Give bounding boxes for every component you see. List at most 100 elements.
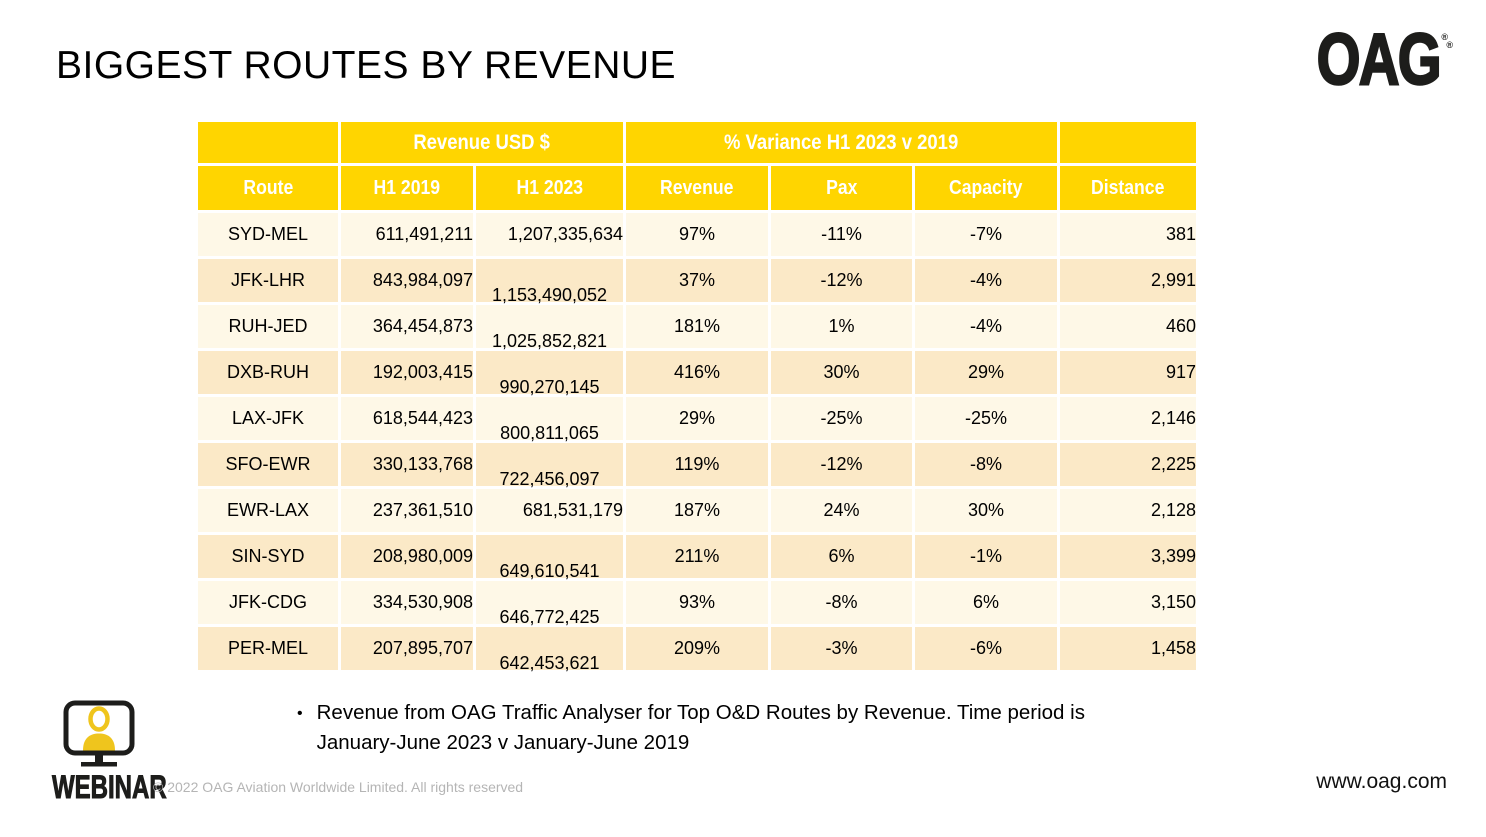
routes-revenue-table: Revenue USD $ % Variance H1 2023 v 2019 … (195, 119, 1199, 673)
route-cell: JFK-CDG (198, 581, 338, 624)
h1-2023-cell: 1,207,335,634 (476, 213, 623, 256)
table-row: SFO-EWR 330,133,768 722,456,097 119% -12… (198, 443, 1196, 489)
column-header-h1-2023: H1 2023 (476, 166, 623, 210)
capacity-variance-cell: -1% (915, 535, 1057, 578)
pax-variance-cell: -3% (771, 627, 912, 670)
registered-mark-icon: ® (1446, 40, 1453, 50)
bullet-icon: • (297, 705, 303, 722)
table-row: SYD-MEL 611,491,211 1,207,335,634 97% -1… (198, 213, 1196, 256)
distance-cell: 1,458 (1060, 627, 1196, 670)
route-cell: SYD-MEL (198, 213, 338, 256)
distance-cell: 2,225 (1060, 443, 1196, 486)
revenue-variance-cell: 119% (626, 443, 768, 486)
h1-2019-cell: 237,361,510 (341, 489, 473, 532)
group-header-row: Revenue USD $ % Variance H1 2023 v 2019 (198, 122, 1196, 163)
column-header-h1-2019-label: H1 2019 (373, 176, 441, 199)
h1-2023-cell: 1,153,490,052 (476, 259, 623, 305)
pax-variance-cell: 24% (771, 489, 912, 532)
revenue-variance-cell: 93% (626, 581, 768, 624)
capacity-variance-cell: -7% (915, 213, 1057, 256)
group-header-variance-label: % Variance H1 2023 v 2019 (724, 130, 959, 154)
h1-2023-value: 722,456,097 (499, 469, 600, 489)
oag-logo-text: OAG (1316, 20, 1443, 100)
h1-2019-cell: 330,133,768 (341, 443, 473, 486)
pax-variance-cell: -8% (771, 581, 912, 624)
h1-2023-cell: 642,453,621 (476, 627, 623, 673)
revenue-variance-cell: 37% (626, 259, 768, 302)
h1-2023-cell: 1,025,852,821 (476, 305, 623, 351)
capacity-variance-cell: 29% (915, 351, 1057, 394)
route-cell: RUH-JED (198, 305, 338, 348)
revenue-variance-cell: 416% (626, 351, 768, 394)
column-header-pax-label: Pax (825, 176, 858, 199)
h1-2023-value: 649,610,541 (499, 561, 600, 581)
revenue-variance-cell: 97% (626, 213, 768, 256)
distance-cell: 3,399 (1060, 535, 1196, 578)
pax-variance-cell: 1% (771, 305, 912, 348)
capacity-variance-cell: -4% (915, 305, 1057, 348)
table-row: DXB-RUH 192,003,415 990,270,145 416% 30%… (198, 351, 1196, 397)
revenue-variance-cell: 187% (626, 489, 768, 532)
column-header-capacity-label: Capacity (949, 176, 1023, 199)
h1-2019-cell: 364,454,873 (341, 305, 473, 348)
h1-2019-cell: 843,984,097 (341, 259, 473, 302)
table-row: LAX-JFK 618,544,423 800,811,065 29% -25%… (198, 397, 1196, 443)
column-header-h1-2023-label: H1 2023 (516, 176, 583, 199)
distance-cell: 381 (1060, 213, 1196, 256)
h1-2019-cell: 208,980,009 (341, 535, 473, 578)
h1-2023-value: 646,772,425 (499, 607, 600, 627)
pax-variance-cell: -12% (771, 443, 912, 486)
capacity-variance-cell: -4% (915, 259, 1057, 302)
table-row: PER-MEL 207,895,707 642,453,621 209% -3%… (198, 627, 1196, 673)
column-header-distance-label: Distance (1091, 176, 1165, 199)
h1-2019-cell: 618,544,423 (341, 397, 473, 440)
pax-variance-cell: -11% (771, 213, 912, 256)
h1-2019-cell: 192,003,415 (341, 351, 473, 394)
pax-variance-cell: -25% (771, 397, 912, 440)
h1-2023-value: 990,270,145 (499, 377, 600, 397)
page-title: BIGGEST ROUTES BY REVENUE (56, 44, 677, 87)
route-cell: PER-MEL (198, 627, 338, 670)
group-header-variance: % Variance H1 2023 v 2019 (626, 122, 1057, 163)
pax-variance-cell: -12% (771, 259, 912, 302)
source-note: • Revenue from OAG Traffic Analyser for … (297, 698, 1157, 757)
h1-2019-cell: 611,491,211 (341, 213, 473, 256)
route-cell: SFO-EWR (198, 443, 338, 486)
h1-2019-cell: 334,530,908 (341, 581, 473, 624)
oag-logo: OAG ® ® (1316, 20, 1453, 100)
distance-cell: 2,128 (1060, 489, 1196, 532)
route-cell: JFK-LHR (198, 259, 338, 302)
table-row: JFK-CDG 334,530,908 646,772,425 93% -8% … (198, 581, 1196, 627)
column-header-capacity: Capacity (915, 166, 1057, 210)
corner-cell (1060, 122, 1196, 163)
route-cell: SIN-SYD (198, 535, 338, 578)
column-header-revenue: Revenue (626, 166, 768, 210)
distance-cell: 460 (1060, 305, 1196, 348)
capacity-variance-cell: -8% (915, 443, 1057, 486)
h1-2023-value: 800,811,065 (500, 423, 599, 443)
route-cell: DXB-RUH (198, 351, 338, 394)
column-header-row: Route H1 2019 H1 2023 Revenue Pax Capaci… (198, 166, 1196, 210)
capacity-variance-cell: 30% (915, 489, 1057, 532)
route-cell: EWR-LAX (198, 489, 338, 532)
h1-2023-value: 642,453,621 (499, 653, 600, 673)
copyright-text: © 2022 OAG Aviation Worldwide Limited. A… (153, 779, 524, 795)
route-cell: LAX-JFK (198, 397, 338, 440)
revenue-variance-cell: 209% (626, 627, 768, 670)
site-url: www.oag.com (1316, 770, 1447, 793)
revenue-variance-cell: 29% (626, 397, 768, 440)
webinar-label: WEBINAR (52, 769, 167, 805)
revenue-variance-cell: 181% (626, 305, 768, 348)
table-row: EWR-LAX 237,361,510 681,531,179 187% 24%… (198, 489, 1196, 532)
h1-2023-cell: 646,772,425 (476, 581, 623, 627)
registered-mark-icon: ® (1441, 32, 1448, 42)
pax-variance-cell: 30% (771, 351, 912, 394)
webinar-monitor-icon (63, 700, 135, 767)
group-header-revenue-usd-label: Revenue USD $ (413, 130, 551, 154)
h1-2023-cell: 990,270,145 (476, 351, 623, 397)
h1-2023-value: 1,207,335,634 (507, 224, 623, 244)
h1-2023-cell: 800,811,065 (476, 397, 623, 443)
capacity-variance-cell: -25% (915, 397, 1057, 440)
revenue-variance-cell: 211% (626, 535, 768, 578)
corner-cell (198, 122, 338, 163)
